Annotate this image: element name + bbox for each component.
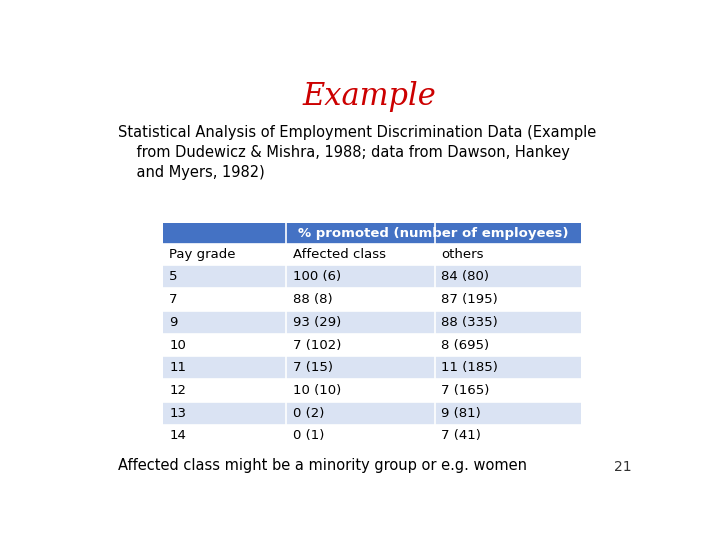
Text: 7 (102): 7 (102) (293, 339, 341, 352)
Bar (435, 356, 581, 379)
Bar (286, 223, 581, 244)
Bar (163, 266, 286, 288)
Text: 10: 10 (169, 339, 186, 352)
Bar (286, 334, 435, 356)
Bar (286, 424, 435, 447)
Bar (286, 311, 435, 334)
Bar (163, 402, 286, 424)
Text: 87 (195): 87 (195) (441, 293, 498, 306)
Bar (163, 223, 286, 244)
Text: 7 (165): 7 (165) (441, 384, 490, 397)
Text: 12: 12 (169, 384, 186, 397)
Text: Example: Example (302, 82, 436, 112)
Bar (163, 244, 286, 266)
Text: Affected class: Affected class (293, 248, 386, 261)
Bar (163, 356, 286, 379)
Text: 7: 7 (169, 293, 178, 306)
Bar (435, 266, 581, 288)
Bar (163, 424, 286, 447)
Text: 0 (1): 0 (1) (293, 429, 324, 442)
Text: 88 (335): 88 (335) (441, 316, 498, 329)
Bar (435, 402, 581, 424)
Bar (435, 311, 581, 334)
Text: 21: 21 (613, 461, 631, 474)
Text: 100 (6): 100 (6) (293, 271, 341, 284)
Text: 84 (80): 84 (80) (441, 271, 490, 284)
Text: 0 (2): 0 (2) (293, 407, 324, 420)
Text: 8 (695): 8 (695) (441, 339, 490, 352)
Text: Statistical Analysis of Employment Discrimination Data (Example
    from Dudewic: Statistical Analysis of Employment Discr… (118, 125, 596, 180)
Bar (163, 288, 286, 311)
Bar (435, 379, 581, 402)
Bar (435, 424, 581, 447)
Text: 9: 9 (169, 316, 178, 329)
Bar (286, 244, 435, 266)
Text: 9 (81): 9 (81) (441, 407, 481, 420)
Text: 7 (41): 7 (41) (441, 429, 481, 442)
Text: 11 (185): 11 (185) (441, 361, 498, 374)
Bar (286, 402, 435, 424)
Text: 88 (8): 88 (8) (293, 293, 333, 306)
Bar (163, 334, 286, 356)
Text: 11: 11 (169, 361, 186, 374)
Text: 10 (10): 10 (10) (293, 384, 341, 397)
Text: Affected class might be a minority group or e.g. women: Affected class might be a minority group… (118, 458, 527, 472)
Bar (435, 334, 581, 356)
Text: 5: 5 (169, 271, 178, 284)
Bar (286, 266, 435, 288)
Text: others: others (441, 248, 484, 261)
Bar (286, 288, 435, 311)
Bar (163, 311, 286, 334)
Bar (435, 288, 581, 311)
Bar (286, 356, 435, 379)
Bar (163, 379, 286, 402)
Text: 93 (29): 93 (29) (293, 316, 341, 329)
Text: 13: 13 (169, 407, 186, 420)
Bar (435, 244, 581, 266)
Text: 14: 14 (169, 429, 186, 442)
Text: 7 (15): 7 (15) (293, 361, 333, 374)
Text: Pay grade: Pay grade (169, 248, 235, 261)
Bar (286, 379, 435, 402)
Text: % promoted (number of employees): % promoted (number of employees) (298, 227, 569, 240)
